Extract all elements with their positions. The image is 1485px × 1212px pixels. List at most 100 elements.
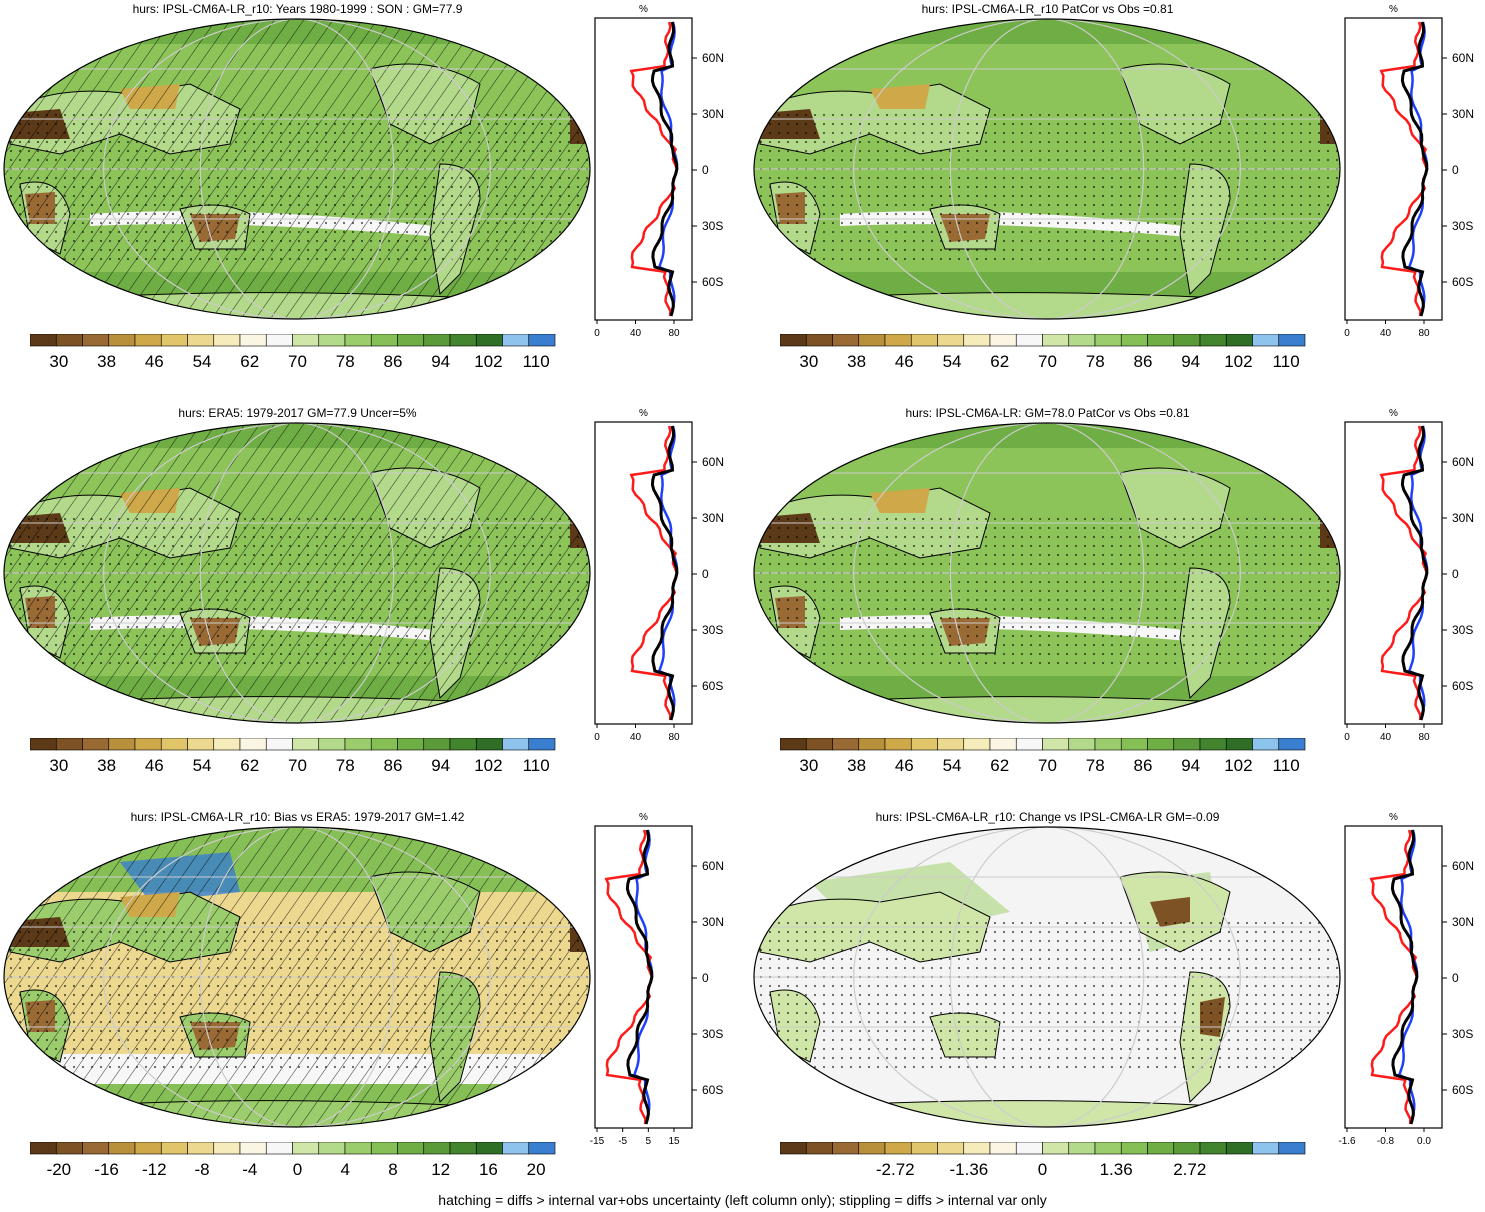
stippling-overlay <box>4 922 590 1072</box>
profile-frame <box>594 825 693 1129</box>
colorbar-swatch <box>910 1142 938 1155</box>
colorbar-label: 78 <box>335 352 355 371</box>
colorbar-swatch <box>30 1142 57 1155</box>
colorbar-label: 12 <box>431 1160 451 1179</box>
colorbar-swatch <box>1015 334 1043 347</box>
profile-x-tick-label: 0 <box>594 732 600 743</box>
profile-x-tick-label: -5 <box>618 1136 627 1147</box>
colorbar-swatch <box>1252 738 1280 751</box>
lat-tick-label: 60N <box>702 51 724 65</box>
colorbar-swatch <box>1147 334 1175 347</box>
lat-tick-label: 30N <box>1452 915 1474 929</box>
profile-x-tick-label: -0.8 <box>1377 1136 1395 1147</box>
graticule <box>754 19 1340 319</box>
colorbar-swatch <box>1199 1142 1227 1155</box>
lat-tick-label: 60S <box>1452 1083 1473 1097</box>
colorbar-swatch <box>82 334 110 347</box>
footnote: hatching = diffs > internal var+obs unce… <box>438 1192 1047 1208</box>
colorbar-swatch <box>449 1142 477 1155</box>
graticule <box>4 423 590 723</box>
colorbar-swatch <box>344 334 372 347</box>
colorbar-swatch <box>344 738 372 751</box>
colorbar-swatch <box>780 1142 807 1155</box>
colorbar-label: 94 <box>431 756 451 775</box>
colorbar-swatch <box>423 334 451 347</box>
profile-x-tick-label: 0 <box>594 328 600 339</box>
colorbar-swatch <box>910 738 938 751</box>
colorbar-swatch <box>55 334 83 347</box>
colorbar-swatch <box>1278 334 1306 347</box>
colorbar-swatch <box>318 738 346 751</box>
colorbar-label: 54 <box>192 352 212 371</box>
colorbar-label: 94 <box>1181 352 1201 371</box>
colorbar-swatch <box>475 738 503 751</box>
colorbar-label: 38 <box>97 352 117 371</box>
colorbar-swatch <box>370 1142 398 1155</box>
continent-outline <box>809 292 1311 319</box>
colorbar-label: 2.72 <box>1173 1160 1207 1179</box>
colorbar-label: 70 <box>1038 352 1057 371</box>
colorbar-swatch <box>805 738 833 751</box>
world-map <box>3 422 591 724</box>
lat-tick-label: 30S <box>702 1027 723 1041</box>
colorbar-label: -20 <box>46 1160 72 1179</box>
colorbar-swatch <box>449 334 477 347</box>
colorbar-swatch <box>1173 334 1201 347</box>
profile-x-tick-label: 40 <box>630 732 642 743</box>
colorbar-swatch <box>963 1142 991 1155</box>
profile-x-tick-label: 0 <box>1344 732 1350 743</box>
colorbar-swatch <box>187 1142 215 1155</box>
colorbar-label: 94 <box>431 352 451 371</box>
colorbar-swatch <box>780 738 807 751</box>
colorbar-swatch <box>318 1142 346 1155</box>
graticule <box>754 827 1340 1127</box>
colorbar <box>780 738 1306 751</box>
profile-x-tick-label: 40 <box>1380 328 1392 339</box>
colorbar-swatch <box>265 738 293 751</box>
panel-title: hurs: IPSL-CM6A-LR: GM=78.0 PatCor vs Ob… <box>905 406 1190 420</box>
colorbar-swatch <box>858 738 886 751</box>
colorbar-swatch <box>1068 334 1096 347</box>
world-map <box>3 18 591 320</box>
colorbar-label: 30 <box>49 352 69 371</box>
colorbar-swatch <box>1120 738 1148 751</box>
colorbar-label: 46 <box>144 352 164 371</box>
colorbar-label: -4 <box>242 1160 258 1179</box>
colorbar-swatch <box>1120 334 1148 347</box>
map-border <box>753 826 1341 1128</box>
colorbar-swatch <box>449 738 477 751</box>
profile-x-tick-label: 40 <box>630 328 642 339</box>
lat-tick-label: 30N <box>1452 511 1474 525</box>
colorbar <box>30 1142 556 1155</box>
colorbar-label: 94 <box>1181 756 1201 775</box>
colorbar-swatch <box>370 738 398 751</box>
colorbar-label: 62 <box>990 756 1010 775</box>
colorbar-label: 86 <box>1133 352 1153 371</box>
colorbar-swatch <box>884 1142 912 1155</box>
colorbar-swatch <box>989 1142 1017 1155</box>
colorbar-label: -12 <box>142 1160 167 1179</box>
colorbar-label: 102 <box>1224 352 1253 371</box>
lat-tick-label: 60S <box>702 679 723 693</box>
colorbar-swatch <box>937 334 965 347</box>
profile-x-tick-label: -15 <box>590 1136 605 1147</box>
colorbar-swatch <box>1094 738 1122 751</box>
colorbar-label: 86 <box>383 756 403 775</box>
stippling-overlay <box>4 114 590 264</box>
panel-title: hurs: ERA5: 1979-2017 GM=77.9 Uncer=5% <box>178 406 417 420</box>
colorbar-swatch <box>30 738 57 751</box>
lat-tick-label: 30S <box>1452 219 1473 233</box>
zonal-mean-profile: % 60N 30N 0 30S 60S 0 40 80 <box>1344 408 1474 743</box>
colorbar-swatch <box>82 738 110 751</box>
lat-tick-label: 60S <box>702 1083 723 1097</box>
profile-x-tick-label: 0.0 <box>1417 1136 1431 1147</box>
colorbar-swatch <box>1042 1142 1070 1155</box>
colorbar-label: 86 <box>1133 756 1153 775</box>
colorbar-swatch <box>423 738 451 751</box>
colorbar-swatch <box>55 1142 83 1155</box>
map-border <box>3 826 591 1128</box>
colorbar-swatch <box>187 334 215 347</box>
colorbar-swatch <box>884 334 912 347</box>
colorbar-swatch <box>528 1142 556 1155</box>
colorbar-swatch <box>160 334 188 347</box>
